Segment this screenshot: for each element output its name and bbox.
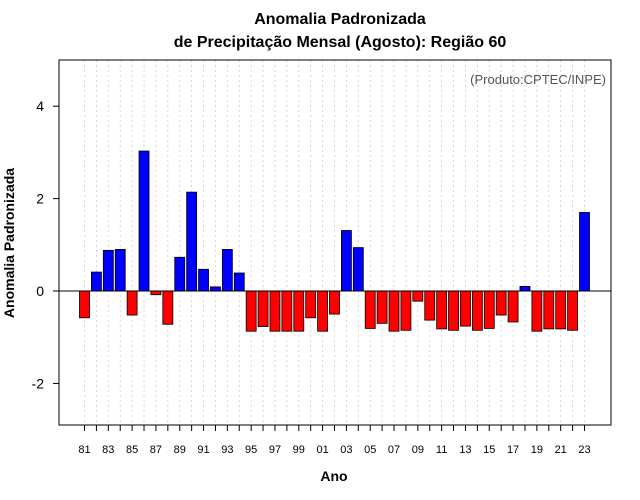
y-tick-label: 4 xyxy=(36,98,44,114)
chart-title-line1: Anomalia Padronizada xyxy=(254,11,426,28)
x-tick-label: 21 xyxy=(555,444,567,456)
y-tick-label: -2 xyxy=(32,375,45,391)
x-tick-label: 83 xyxy=(102,444,114,456)
x-tick-label: 13 xyxy=(459,444,471,456)
x-tick-label: 85 xyxy=(126,444,138,456)
x-tick-label: 11 xyxy=(436,444,447,456)
bar-2011 xyxy=(436,290,448,330)
bar-1996 xyxy=(257,290,269,327)
bar-1988 xyxy=(162,290,174,325)
bar-1983 xyxy=(102,249,114,292)
bar-2019 xyxy=(531,290,543,332)
x-tick-label: 81 xyxy=(78,444,90,456)
x-tick-label: 87 xyxy=(150,444,162,456)
bar-2020 xyxy=(543,290,555,330)
x-tick-label: 01 xyxy=(316,444,328,456)
x-tick-label: 93 xyxy=(221,444,233,456)
bar-1987 xyxy=(150,290,162,296)
x-tick-label: 05 xyxy=(364,444,376,456)
grid-lines xyxy=(84,60,585,425)
bar-2003 xyxy=(341,230,352,292)
bar-1985 xyxy=(126,290,138,316)
y-tick-label: 0 xyxy=(36,283,44,299)
bar-1989 xyxy=(174,256,186,292)
x-tick-label: 09 xyxy=(412,444,424,456)
bar-1995 xyxy=(245,290,257,332)
bar-1984 xyxy=(114,249,126,292)
bar-2018 xyxy=(519,285,531,292)
x-tick-label: 97 xyxy=(269,444,281,456)
x-axis-title: Ano xyxy=(320,468,347,484)
bar-series xyxy=(79,150,590,332)
y-axis-title: Anomalia Padronizada xyxy=(1,168,17,318)
bar-1998 xyxy=(281,290,293,332)
bar-2009 xyxy=(412,290,424,302)
bar-2023 xyxy=(579,212,590,292)
bar-1986 xyxy=(138,150,150,292)
bar-2021 xyxy=(555,290,567,330)
bar-1992 xyxy=(210,286,221,292)
x-tick-label: 91 xyxy=(197,444,209,456)
bar-1993 xyxy=(221,249,233,292)
bar-1991 xyxy=(198,268,209,292)
bar-2010 xyxy=(424,290,436,321)
x-tick-label: 95 xyxy=(245,444,257,456)
plot-frame xyxy=(58,59,612,426)
x-tick-label: 19 xyxy=(531,444,543,456)
bar-2000 xyxy=(305,290,317,319)
bar-1981 xyxy=(79,290,90,319)
bar-2015 xyxy=(483,290,495,329)
bar-2022 xyxy=(567,290,578,331)
x-tick-label: 07 xyxy=(388,444,400,456)
source-annotation: (Produto:CPTEC/INPE) xyxy=(470,72,606,87)
bar-1994 xyxy=(233,272,245,292)
x-tick-label: 23 xyxy=(578,444,590,456)
bar-2007 xyxy=(388,290,400,332)
x-tick-label: 17 xyxy=(507,444,519,456)
x-tick-label: 03 xyxy=(340,444,352,456)
bar-2016 xyxy=(495,290,507,316)
x-tick-label: 99 xyxy=(293,444,305,456)
bar-2002 xyxy=(329,290,340,315)
bar-2014 xyxy=(471,290,483,331)
y-tick-label: 2 xyxy=(36,191,44,207)
bar-2008 xyxy=(400,290,412,331)
bar-2006 xyxy=(376,290,388,324)
bar-1990 xyxy=(186,191,198,292)
bar-1982 xyxy=(91,271,102,292)
bar-2012 xyxy=(448,290,459,331)
bar-2001 xyxy=(317,290,328,332)
bar-1999 xyxy=(293,290,305,332)
bar-2005 xyxy=(364,290,376,329)
chart-title-line2: de Precipitação Mensal (Agosto): Região … xyxy=(174,34,507,51)
x-tick-label: 15 xyxy=(483,444,495,456)
bar-2013 xyxy=(460,290,471,327)
axes: -2 0 2 4 81 83 85 87 89 91 93 95 97 99 01 03 05 07 09 11 13 1… xyxy=(32,98,611,456)
bar-1997 xyxy=(269,290,281,332)
x-tick-label: 89 xyxy=(174,444,186,456)
bar-2017 xyxy=(507,290,519,323)
bar-2004 xyxy=(352,247,364,292)
